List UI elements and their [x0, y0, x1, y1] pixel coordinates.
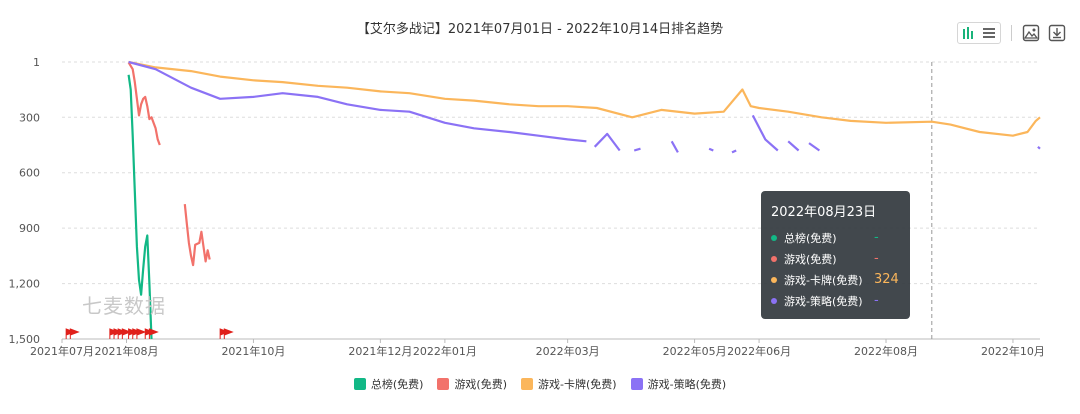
x-tick-label: 2022年01月 — [413, 344, 477, 358]
tooltip-dot — [771, 276, 777, 283]
series-line[interactable] — [633, 147, 641, 152]
bar-chart-icon[interactable] — [961, 25, 977, 41]
event-flag[interactable] — [69, 328, 80, 339]
x-tick-label: 2022年05月 — [663, 344, 727, 358]
series-group — [128, 60, 1041, 154]
grid-lines — [62, 61, 1040, 340]
tooltip-series-value: - — [874, 251, 879, 266]
series-line[interactable] — [183, 203, 211, 267]
tooltip-series-value: 324 — [874, 272, 899, 287]
x-tick-label: 2022年06月 — [727, 344, 791, 358]
event-flag[interactable] — [223, 328, 234, 339]
legend-item[interactable]: 总榜(免费) — [353, 376, 424, 392]
image-icon[interactable] — [1021, 23, 1041, 43]
legend-item[interactable]: 游戏-策略(免费) — [630, 376, 727, 392]
series-line[interactable] — [670, 140, 679, 153]
tooltip-series-name: 游戏-卡牌(免费) — [784, 273, 863, 287]
tooltip-series-name: 总榜(免费) — [784, 231, 837, 245]
series-line[interactable] — [751, 114, 779, 152]
watermark: 七麦数据 — [82, 294, 166, 318]
legend-swatch — [437, 378, 450, 390]
legend-swatch — [521, 378, 534, 390]
tooltip-row: 游戏-卡牌(免费) 324 — [771, 269, 900, 290]
data-tooltip: 2022年08月23日 总榜(免费) - 游戏(免费) - 游戏-卡牌(免费) 324 游戏… — [761, 191, 910, 319]
series-line[interactable] — [708, 147, 714, 152]
series-line[interactable] — [128, 60, 1041, 137]
series-line[interactable] — [127, 61, 161, 146]
x-tick-label: 2021年08月 — [95, 344, 159, 358]
x-axis-ticks: 2021年07月 2021年08月 2021年10月 2021年12月 2022年01月… — [30, 339, 1045, 358]
tooltip-dot — [771, 297, 777, 304]
list-icon[interactable] — [981, 25, 997, 41]
series-group — [128, 60, 1041, 137]
event-flag[interactable] — [136, 328, 147, 339]
tooltip-dot — [771, 255, 777, 262]
series-line[interactable] — [808, 142, 821, 152]
y-tick-label: 1,500 — [9, 333, 41, 346]
tooltip-row: 游戏-策略(免费) - — [771, 290, 900, 311]
y-tick-label: 1,200 — [9, 278, 41, 291]
legend-label: 总榜(免费) — [370, 378, 424, 391]
chart-legend: 总榜(免费) 游戏(免费) 游戏-卡牌(免费) 游戏-策略(免费) — [0, 376, 1080, 392]
tooltip-series-name: 游戏(免费) — [784, 252, 837, 266]
legend-item[interactable]: 游戏-卡牌(免费) — [521, 376, 617, 392]
x-tick-label: 2022年03月 — [536, 344, 600, 358]
legend-label: 游戏-卡牌(免费) — [538, 378, 617, 391]
x-tick-label: 2021年12月 — [348, 344, 412, 358]
series-group — [127, 74, 153, 340]
x-tick-label: 2022年08月 — [854, 344, 918, 358]
legend-swatch — [630, 378, 643, 390]
series-line[interactable] — [593, 132, 621, 152]
event-flags — [65, 328, 234, 339]
legend-swatch — [353, 378, 366, 390]
chart-toolbar — [957, 22, 1073, 44]
x-tick-label: 2021年07月 — [30, 344, 94, 358]
tooltip-series-name: 游戏-策略(免费) — [784, 294, 863, 308]
event-flag[interactable] — [148, 328, 159, 339]
chart-title: 【艾尔多战记】2021年07月01日 - 2022年10月14日排名趋势 — [356, 22, 724, 37]
tooltip-date: 2022年08月23日 — [771, 205, 877, 220]
series-line[interactable] — [731, 149, 737, 154]
tooltip-row: 总榜(免费) - — [771, 227, 900, 248]
y-tick-label: 900 — [19, 222, 40, 235]
legend-label: 游戏(免费) — [454, 378, 508, 391]
y-tick-label: 600 — [19, 167, 40, 180]
tooltip-dot — [771, 234, 777, 241]
x-tick-label: 2021年10月 — [221, 344, 285, 358]
legend-label: 游戏-策略(免费) — [647, 378, 727, 391]
series-line[interactable] — [127, 74, 153, 340]
tooltip-row: 游戏(免费) - — [771, 248, 900, 269]
y-axis-ticks: 1 300 600 900 1,200 1,500 — [9, 56, 41, 346]
y-tick-label: 1 — [33, 56, 40, 69]
series-group — [127, 61, 211, 267]
legend-item[interactable]: 游戏(免费) — [437, 376, 507, 392]
toolbar-divider — [1011, 25, 1012, 41]
download-icon[interactable] — [1047, 23, 1067, 43]
series-line[interactable] — [128, 60, 587, 143]
tooltip-series-value: - — [874, 230, 879, 245]
tooltip-series-value: - — [874, 293, 879, 308]
series-line[interactable] — [787, 140, 800, 152]
series-lines — [127, 60, 1041, 340]
y-tick-label: 300 — [19, 111, 40, 124]
view-mode-toggle — [957, 22, 1001, 44]
series-line[interactable] — [1037, 145, 1041, 150]
x-tick-label: 2022年10月 — [981, 344, 1045, 358]
